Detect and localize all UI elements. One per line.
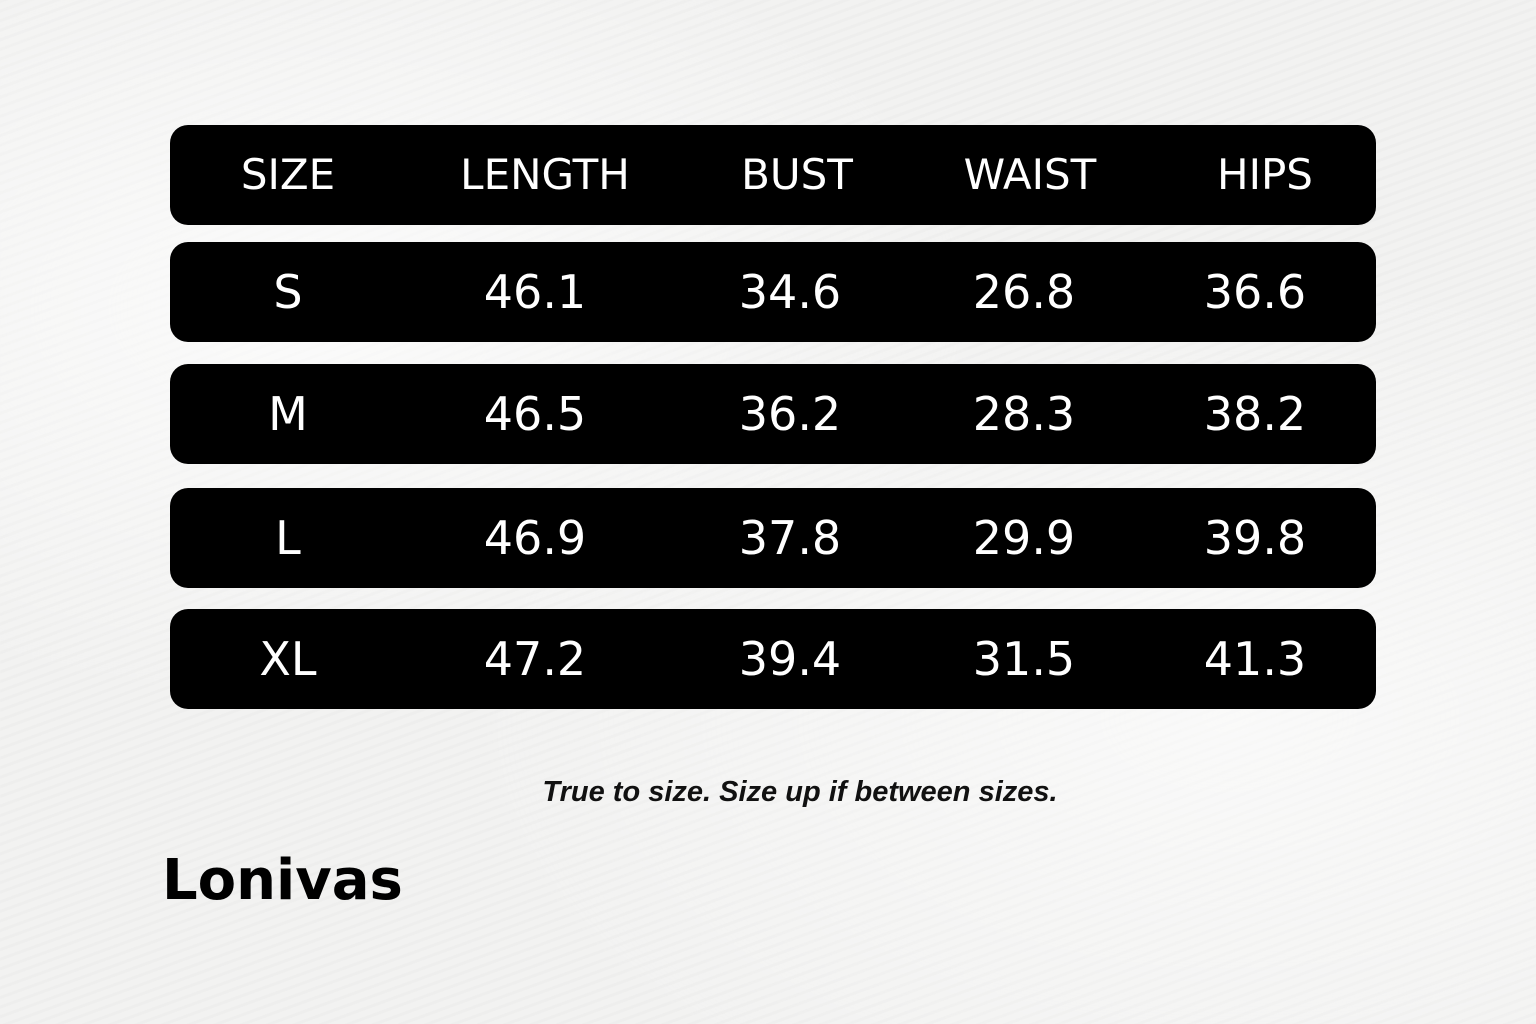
- cell-size: L: [275, 511, 301, 565]
- cell-waist: 31.5: [972, 632, 1076, 686]
- cell-hips: 41.3: [1203, 632, 1307, 686]
- cell-hips: 39.8: [1203, 511, 1307, 565]
- cell-waist: 28.3: [972, 387, 1076, 441]
- header-waist: WAIST: [963, 150, 1097, 199]
- table-row: XL 47.2 39.4 31.5 41.3: [170, 609, 1376, 709]
- cell-length: 47.2: [483, 632, 587, 686]
- cell-hips: 38.2: [1203, 387, 1307, 441]
- cell-length: 46.5: [483, 387, 587, 441]
- cell-length: 46.1: [483, 265, 587, 319]
- header-hips: HIPS: [1217, 150, 1313, 199]
- cell-bust: 39.4: [738, 632, 842, 686]
- header-size: SIZE: [240, 150, 336, 199]
- table-row: M 46.5 36.2 28.3 38.2: [170, 364, 1376, 464]
- cell-bust: 36.2: [738, 387, 842, 441]
- size-table-header: SIZE LENGTH BUST WAIST HIPS: [170, 125, 1376, 225]
- cell-size: XL: [259, 632, 317, 686]
- cell-bust: 34.6: [738, 265, 842, 319]
- cell-bust: 37.8: [738, 511, 842, 565]
- cell-length: 46.9: [483, 511, 587, 565]
- header-bust: BUST: [741, 150, 853, 199]
- table-row: L 46.9 37.8 29.9 39.8: [170, 488, 1376, 588]
- cell-waist: 26.8: [972, 265, 1076, 319]
- cell-hips: 36.6: [1203, 265, 1307, 319]
- cell-waist: 29.9: [972, 511, 1076, 565]
- cell-size: S: [273, 265, 303, 319]
- table-row: S 46.1 34.6 26.8 36.6: [170, 242, 1376, 342]
- brand-name: Lonivas: [162, 848, 403, 913]
- header-length: LENGTH: [460, 150, 630, 199]
- cell-size: M: [268, 387, 308, 441]
- fit-note: True to size. Size up if between sizes.: [542, 776, 1058, 808]
